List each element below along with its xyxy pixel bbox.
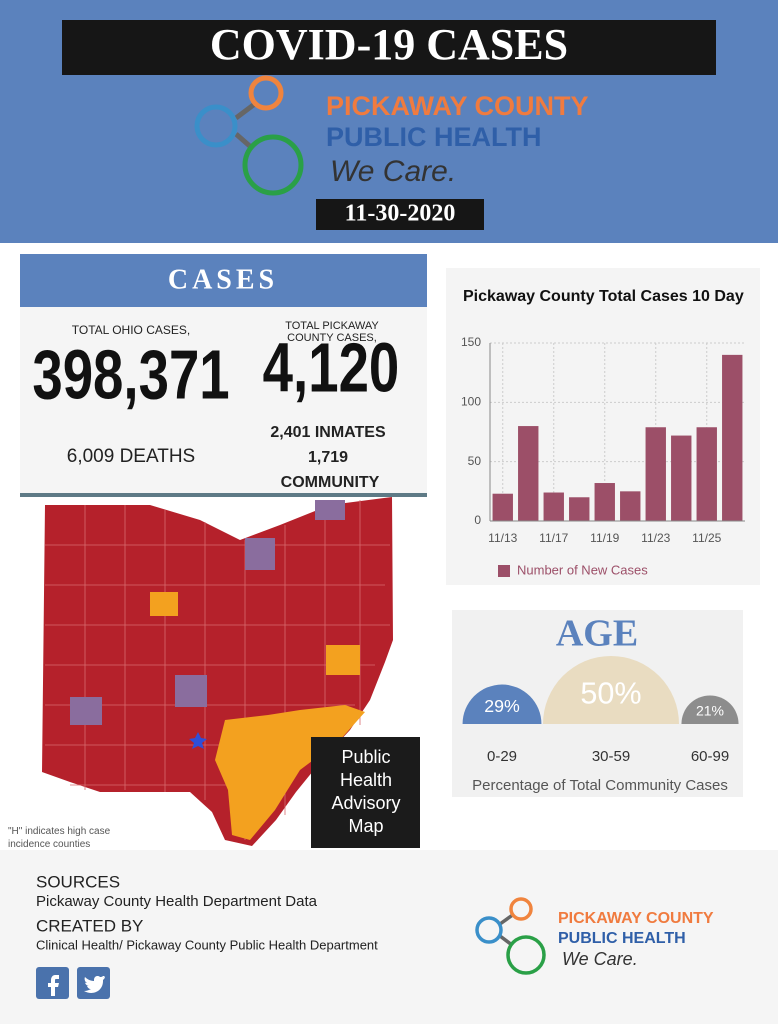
x-tick-label: 11/13 — [488, 531, 517, 545]
org-name: PICKAWAY COUNTY — [326, 91, 589, 121]
bar — [569, 497, 590, 521]
x-tick-label: 11/25 — [692, 531, 721, 545]
y-tick-label: 50 — [468, 454, 482, 468]
ohio-map — [42, 497, 393, 846]
stat-sub: 6,009 DEATHS — [67, 446, 195, 467]
county-orange — [150, 592, 178, 616]
county-purple — [175, 675, 207, 707]
age-value: 21% — [696, 703, 724, 719]
x-tick-label: 11/17 — [539, 531, 568, 545]
stat-sub: COMMUNITY — [281, 474, 380, 491]
divider — [20, 493, 427, 497]
x-tick-label: 11/19 — [590, 531, 619, 545]
bar — [722, 354, 743, 521]
bar — [620, 491, 641, 521]
legend-label: Number of New Cases — [517, 562, 648, 577]
tagline: We Care. — [330, 155, 456, 188]
age-value: 29% — [484, 696, 520, 716]
map-caption: Public Health Advisory Map — [331, 747, 401, 836]
age-semicircle — [681, 695, 739, 724]
county-purple — [245, 538, 275, 570]
stat-label: TOTAL OHIO CASES, — [72, 323, 190, 337]
footer-text: Pickaway County Health Department Data — [36, 893, 318, 910]
footer-heading: SOURCES — [36, 872, 120, 891]
age-semicircle — [462, 684, 542, 724]
stat-label: TOTAL PICKAWAY COUNTY CASES, — [285, 320, 379, 344]
county-orange — [326, 645, 360, 675]
county-purple — [315, 500, 345, 520]
stat-value: 4,120 — [263, 329, 400, 407]
x-tick-label: 11/23 — [641, 531, 670, 545]
age-semicircle — [543, 656, 679, 724]
facebook-glyph — [48, 975, 59, 996]
bar — [645, 427, 666, 521]
cases-panel — [20, 307, 427, 495]
legend-swatch — [498, 565, 510, 577]
bar — [518, 426, 539, 521]
age-caption: Percentage of Total Community Cases — [472, 777, 728, 794]
org-name: PICKAWAY COUNTY — [558, 910, 714, 927]
y-tick-label: 150 — [461, 335, 481, 349]
bar — [543, 492, 564, 521]
date-box — [316, 199, 484, 230]
bar — [696, 427, 717, 521]
cases-header — [20, 254, 427, 307]
county-purple — [70, 697, 102, 725]
twitter-glyph — [84, 976, 105, 993]
footer-text: Clinical Health/ Pickaway County Public … — [36, 937, 378, 952]
chart-title: Pickaway County Total Cases 10 Day — [463, 288, 744, 305]
footer-logo — [475, 897, 546, 975]
stat-value: 398,371 — [32, 336, 229, 414]
footer-heading: CREATED BY — [36, 916, 143, 935]
age-label: 0-29 — [487, 748, 517, 765]
age-label: 30-59 — [592, 748, 630, 765]
tagline: We Care. — [562, 949, 638, 969]
bar — [594, 483, 615, 521]
y-tick-label: 100 — [461, 395, 481, 409]
footer-bg — [0, 850, 778, 1024]
age-title: AGE — [556, 613, 638, 655]
y-tick-label: 0 — [474, 513, 481, 527]
age-label: 60-99 — [691, 748, 729, 765]
bar — [671, 435, 692, 521]
logo — [194, 75, 304, 196]
title-bar — [62, 20, 716, 75]
org-name: PUBLIC HEALTH — [558, 930, 686, 947]
map-note: "H" indicates high case incidence counti… — [8, 826, 111, 850]
bar — [492, 493, 513, 521]
age-value: 50% — [580, 677, 641, 711]
bar-panel — [446, 268, 760, 585]
map-caption-box — [311, 737, 420, 848]
title: COVID-19 CASES — [210, 20, 568, 69]
pickaway-marker — [189, 732, 207, 749]
cases-heading: CASES — [168, 264, 278, 295]
stat-sub: 2,401 INMATES — [270, 424, 386, 441]
org-name: PUBLIC HEALTH — [326, 122, 542, 152]
date: 11-30-2020 — [345, 201, 456, 227]
stat-sub: 1,719 — [308, 449, 348, 466]
